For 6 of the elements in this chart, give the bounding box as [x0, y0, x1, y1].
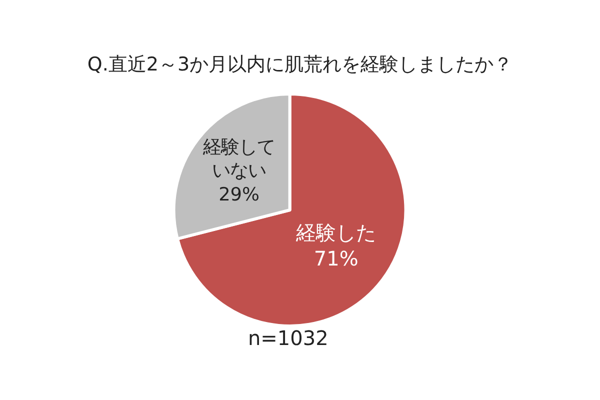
data-label: 71%	[314, 246, 358, 271]
slice-label: 経験した	[295, 220, 376, 245]
chart-title: Q.直近2～3か月以内に肌荒れを経験しましたか？	[87, 54, 513, 76]
slice-label: 経験していない	[202, 136, 276, 182]
text: n=1032	[248, 326, 328, 350]
data-label: 29%	[218, 184, 260, 206]
